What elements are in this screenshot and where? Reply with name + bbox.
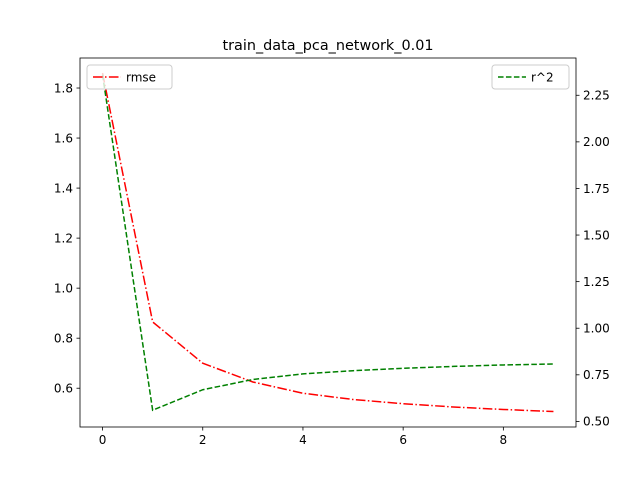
plot-area: 0 2 4 6 8 0.6 0.8 1.0 1.2 1.4 1.6 1.8 0.50 0.75 1.00 1.… xyxy=(54,57,610,447)
series-line-0 xyxy=(101,72,554,413)
legend-box-1 xyxy=(491,64,570,90)
x-tick-label-1: 2 xyxy=(199,433,207,447)
legend-label-1: r^2 xyxy=(531,71,554,85)
y-left-tick-label-2: 1.0 xyxy=(54,281,73,295)
y-right-tick-label-0: 0.50 xyxy=(583,415,610,429)
y-left-tick-label-6: 1.8 xyxy=(54,81,73,95)
chart-title: train_data_pca_network_0.01 xyxy=(222,38,433,54)
y-right-tick-label-3: 1.25 xyxy=(583,275,610,289)
y-right-tick-label-1: 0.75 xyxy=(583,368,610,382)
plot-frame xyxy=(79,57,577,428)
x-tick-label-4: 8 xyxy=(500,433,508,447)
y-left-tick-label-4: 1.4 xyxy=(54,181,73,195)
y-right-tick-label-6: 2.00 xyxy=(583,135,610,149)
x-tick-label-0: 0 xyxy=(99,433,107,447)
series-line-1 xyxy=(101,74,554,412)
y-left-tick-label-3: 1.2 xyxy=(54,231,73,245)
y-left-tick-label-0: 0.6 xyxy=(54,382,73,396)
y-left-tick-label-5: 1.6 xyxy=(54,131,73,145)
y-right-tick-label-5: 1.75 xyxy=(583,182,610,196)
x-tick-label-2: 4 xyxy=(299,433,307,447)
y-right-tick-label-2: 1.00 xyxy=(583,322,610,336)
y-right-tick-label-4: 1.50 xyxy=(583,228,610,242)
y-right-tick-label-7: 2.25 xyxy=(583,89,610,103)
legend-box-0 xyxy=(86,64,173,90)
y-left-tick-label-1: 0.8 xyxy=(54,331,73,345)
legend-label-0: rmse xyxy=(126,71,156,85)
x-tick-label-3: 6 xyxy=(399,433,407,447)
